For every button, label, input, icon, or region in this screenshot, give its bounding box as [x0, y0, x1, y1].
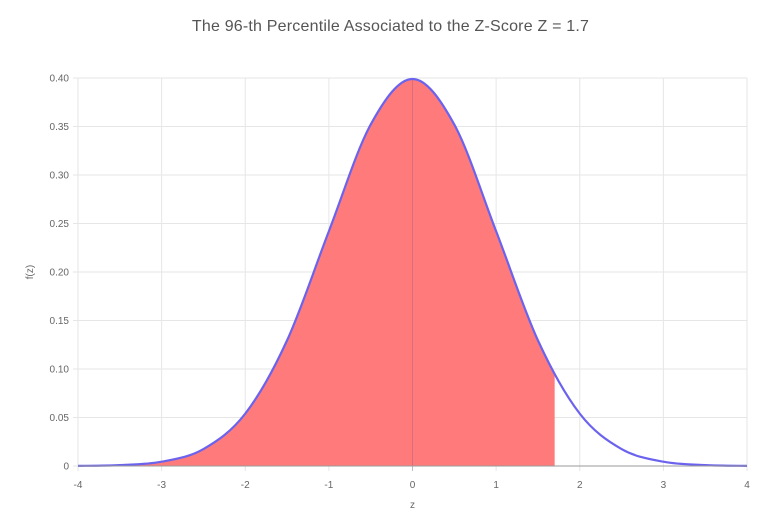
x-tick-label: 1: [493, 480, 499, 491]
x-tick-label: -1: [324, 480, 333, 491]
x-tick-label: 0: [410, 480, 416, 491]
y-axis-title: f(z): [25, 265, 36, 279]
x-tick-label: 2: [577, 480, 583, 491]
labels-layer: -4 -3 -2 -1 0 1 2 3 4 0 0.05 0.10 0.15 0.20 0.25 0.30 0.…: [25, 74, 750, 512]
chart-title: The 96-th Percentile Associated to the Z…: [191, 18, 590, 35]
x-tick-label: -4: [74, 480, 83, 491]
x-tick-label: -3: [157, 480, 166, 491]
y-tick-label: 0.10: [50, 365, 70, 376]
x-tick-label: 3: [661, 480, 667, 491]
shaded-area: [78, 78, 555, 466]
x-tick-label: 4: [744, 480, 750, 491]
x-tick-label: -2: [241, 480, 250, 491]
y-tick-label: 0.15: [50, 316, 70, 327]
shaded-area-layer: [78, 78, 555, 466]
y-tick-label: 0.40: [50, 74, 70, 85]
y-tick-label: 0.25: [50, 219, 70, 230]
y-tick-label: 0.30: [50, 171, 70, 182]
y-tick-label: 0.20: [50, 268, 70, 279]
x-axis-title: z: [410, 500, 415, 511]
y-tick-label: 0.05: [50, 413, 70, 424]
density-curve: [77, 77, 748, 467]
y-tick-label: 0.35: [50, 122, 70, 133]
y-tick-label: 0: [63, 462, 69, 473]
curve-layer: [77, 77, 748, 467]
